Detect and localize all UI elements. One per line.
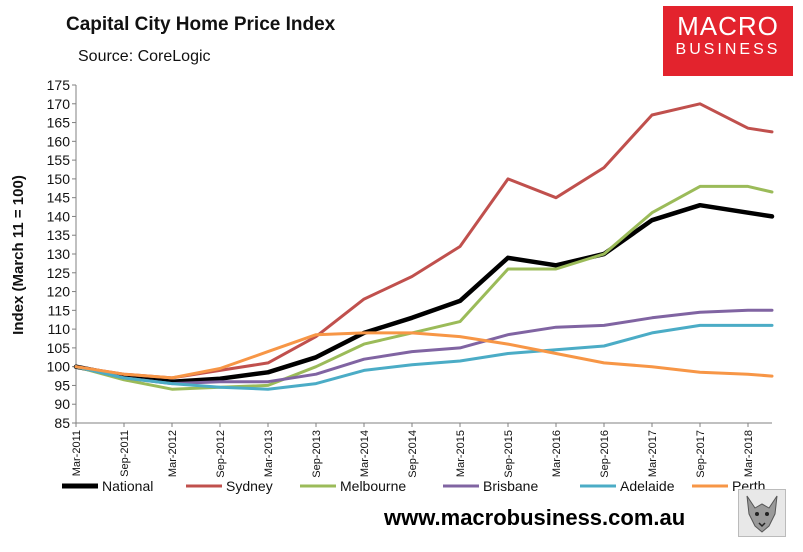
- y-tick-label: 160: [47, 133, 71, 149]
- y-tick-label: 85: [54, 415, 70, 431]
- x-tick-label: Sep-2015: [503, 430, 515, 478]
- y-tick-label: 105: [47, 340, 71, 356]
- wolf-mascot-icon: [738, 489, 786, 537]
- y-tick-label: 170: [47, 96, 71, 112]
- x-tick-label: Mar-2018: [743, 430, 755, 477]
- logo-line-1: MACRO: [677, 11, 779, 41]
- footer-url: www.macrobusiness.com.au: [384, 505, 686, 530]
- series-line-national: [73, 202, 775, 384]
- x-tick-label: Sep-2011: [119, 430, 131, 477]
- y-tick-label: 145: [47, 190, 71, 206]
- x-tick-label: Mar-2016: [551, 430, 563, 477]
- x-tick-label: Mar-2011: [71, 430, 83, 476]
- logo-line-2: BUSINESS: [675, 41, 781, 58]
- y-tick-label: 110: [48, 321, 71, 337]
- y-tick-label: 100: [47, 359, 71, 375]
- series-line-brisbane: [74, 308, 774, 386]
- y-axis-title: Index (March 11 = 100): [10, 175, 27, 335]
- x-tick-label: Mar-2013: [263, 430, 275, 477]
- x-tick-label: Sep-2014: [407, 430, 419, 478]
- x-tick-label: Mar-2012: [167, 430, 179, 477]
- legend-label-melbourne: Melbourne: [340, 478, 406, 494]
- series-line-perth: [74, 331, 774, 380]
- x-tick-label: Mar-2017: [647, 430, 659, 477]
- y-tick-label: 155: [47, 152, 71, 168]
- series-line-sydney: [74, 102, 774, 380]
- y-tick-label: 135: [47, 227, 71, 243]
- legend-label-brisbane: Brisbane: [483, 478, 538, 494]
- legend-label-sydney: Sydney: [226, 478, 273, 494]
- y-tick-label: 115: [48, 302, 71, 318]
- y-tick-label: 120: [47, 284, 71, 300]
- y-tick-label: 165: [47, 115, 71, 131]
- x-tick-label: Sep-2016: [599, 430, 611, 478]
- chart-source: Source: CoreLogic: [78, 48, 211, 65]
- y-tick-label: 175: [47, 77, 71, 93]
- chart-title: Capital City Home Price Index: [66, 14, 336, 35]
- y-tick-label: 130: [47, 246, 71, 262]
- legend-label-national: National: [102, 478, 153, 494]
- x-tick-label: Sep-2012: [215, 430, 227, 478]
- x-tick-label: Sep-2013: [311, 430, 323, 478]
- x-tick-label: Mar-2014: [359, 430, 371, 477]
- macrobusiness-logo: MACRO BUSINESS: [663, 6, 793, 76]
- y-tick-label: 90: [54, 396, 70, 412]
- x-tick-label: Mar-2015: [455, 430, 467, 477]
- y-tick-label: 95: [54, 377, 70, 393]
- y-tick-label: 150: [47, 171, 71, 187]
- legend-label-adelaide: Adelaide: [620, 478, 675, 494]
- y-tick-label: 140: [47, 208, 71, 224]
- series-line-adelaide: [74, 323, 774, 391]
- x-tick-label: Sep-2017: [695, 430, 707, 478]
- series-line-melbourne: [74, 184, 774, 391]
- y-tick-label: 125: [47, 265, 71, 281]
